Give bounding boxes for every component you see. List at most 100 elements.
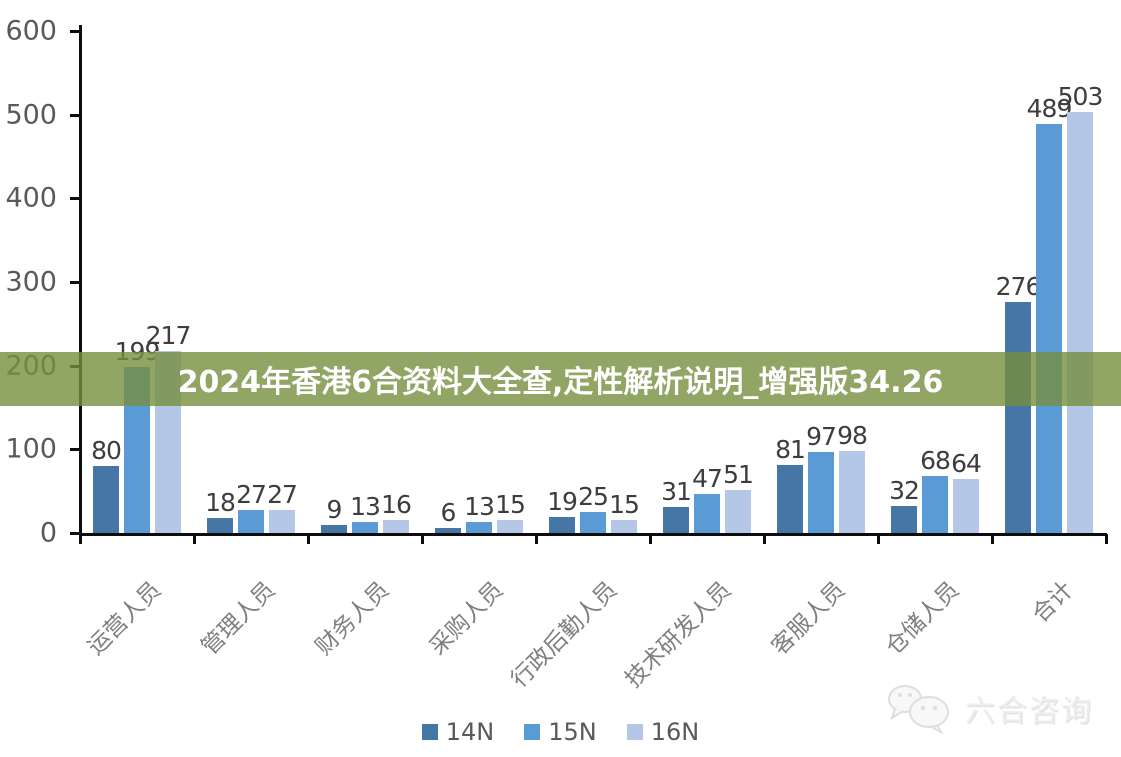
bar-16N: 15 [609,492,640,533]
legend-label: 15N [548,718,597,746]
bar-group-5: 19 25 15 [536,484,650,533]
bar-value-label: 13 [350,492,381,521]
bar-group-9: 276 489 503 [992,84,1106,533]
bar-15N: 27 [236,482,267,533]
bar-14N: 6 [435,500,461,533]
x-tick [421,534,424,544]
bar-value-label: 276 [995,272,1042,301]
bar-15N: 47 [692,466,723,533]
y-tick [70,532,80,535]
y-tick-label: 600 [5,15,57,47]
x-category-label: 客服人员 [766,576,851,661]
y-tick [70,281,80,284]
bar-value-label: 16 [381,490,412,519]
bar-14N: 31 [661,479,692,533]
bar-value-label: 80 [91,436,122,465]
promo-banner-overlay[interactable]: 2024年香港6合资料大全查,定性解析说明_增强版34.26 [0,352,1121,406]
x-tick [535,534,538,544]
bar-value-label: 19 [547,487,578,516]
y-tick [70,30,80,33]
y-tick [70,448,80,452]
bar-value-label: 51 [723,460,754,489]
bar-value-label: 503 [1057,82,1104,111]
bar-value-label: 489 [1026,94,1073,123]
bar-group-2: 18 27 27 [194,482,308,533]
legend-swatch-icon [421,724,438,740]
bar-16N: 98 [837,423,868,533]
bar-group-7: 81 97 98 [764,423,878,533]
bar-value-label: 217 [145,321,192,350]
bar-value-label: 64 [951,449,982,478]
bar-15N: 13 [464,494,495,533]
bar-group-3: 9 13 16 [308,492,422,533]
x-tick [1105,534,1108,544]
chart-legend: 14N 15N 16N [0,718,1121,746]
bar-16N: 503 [1058,84,1103,533]
legend-label: 16N [650,718,700,746]
y-axis-line [79,25,82,536]
bar-16N: 51 [723,462,754,533]
bar-value-label: 18 [205,488,236,517]
legend-item-16N: 16N [626,718,700,746]
x-tick [79,534,82,544]
bar-16N: 15 [495,492,526,533]
bar-value-label: 98 [837,421,868,450]
watermark-logo: 六合咨询 [883,682,1093,734]
bar-16N: 27 [267,482,298,533]
x-axis-line [79,533,1107,536]
x-tick [877,534,880,544]
bar-14N: 276 [996,274,1041,533]
y-tick [70,113,80,117]
x-category-label: 仓储人员 [880,576,965,661]
bar-14N: 9 [321,497,347,533]
bar-group-8: 32 68 64 [878,448,992,533]
promo-banner-text: 2024年香港6合资料大全查,定性解析说明_增强版34.26 [177,365,944,400]
legend-item-15N: 15N [524,718,597,746]
y-tick-label: 400 [5,182,57,214]
bar-value-label: 27 [267,480,298,509]
y-tick-label: 0 [39,517,57,549]
bar-value-label: 6 [440,498,457,527]
x-category-label: 行政后勤人员 [506,576,623,693]
bar-14N: 80 [91,438,122,533]
bar-value-label: 15 [495,490,526,519]
bar-value-label: 81 [775,435,806,464]
y-tick-label: 300 [5,266,57,298]
bar-15N: 68 [920,448,951,533]
bar-value-label: 32 [889,476,920,505]
bar-14N: 81 [775,437,806,533]
bar-15N: 25 [578,484,609,533]
bar-16N: 16 [381,492,412,533]
x-tick [649,534,652,544]
bar-15N: 489 [1027,96,1072,533]
bar-value-label: 25 [578,482,609,511]
bar-value-label: 31 [661,477,692,506]
bar-16N: 64 [951,451,982,533]
bar-15N: 13 [350,494,381,533]
bar-value-label: 15 [609,490,640,519]
x-category-label: 采购人员 [424,576,509,661]
bar-value-label: 47 [692,464,723,493]
legend-swatch-icon [626,724,643,740]
legend-item-14N: 14N [421,718,495,746]
x-tick [193,534,196,544]
bar-14N: 19 [547,489,578,533]
x-category-label: 财务人员 [310,576,395,661]
bar-value-label: 13 [464,492,495,521]
x-category-label: 运营人员 [82,576,167,661]
legend-label: 14N [445,718,495,746]
bar-group-6: 31 47 51 [650,462,764,533]
bar-14N: 18 [205,490,236,533]
bar-value-label: 68 [920,446,951,475]
bar-15N: 97 [806,424,837,533]
watermark-text: 六合咨询 [965,694,1093,729]
x-tick [307,534,310,544]
chat-bubbles-icon [888,685,949,734]
bar-value-label: 9 [326,495,343,524]
legend-swatch-icon [524,724,541,740]
y-tick-label: 500 [5,99,57,131]
bar-value-label: 27 [236,480,267,509]
bar-group-4: 6 13 15 [422,492,536,533]
x-tick [991,534,994,544]
